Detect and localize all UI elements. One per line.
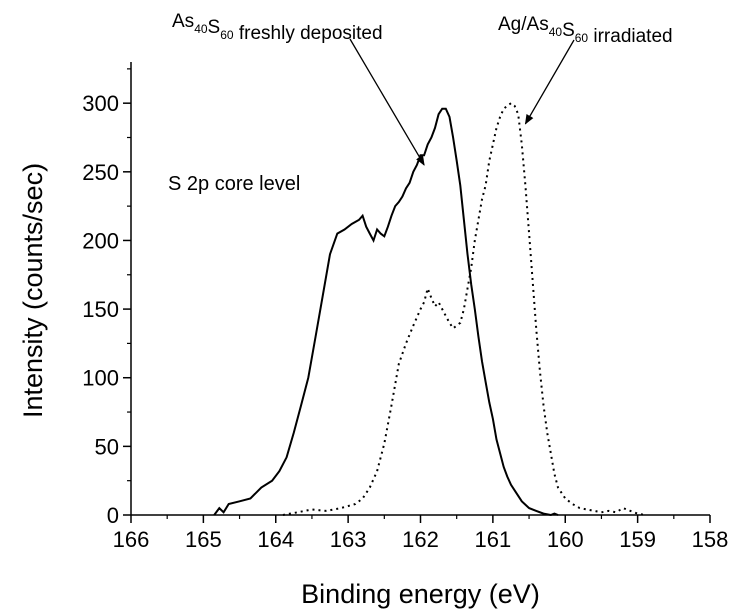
y-axis-title: Intensity (counts/sec) — [18, 163, 48, 418]
x-axis-ticks: 166 165 164 163 162 161 160 159 158 — [113, 515, 729, 552]
core-level-label: S 2p core level — [168, 173, 300, 195]
annotation-label: As40S60 freshly deposited — [172, 11, 383, 44]
y-tick-label: 250 — [82, 160, 119, 185]
x-tick-label: 164 — [257, 527, 294, 552]
y-tick-label: 100 — [82, 366, 119, 391]
x-tick-label: 165 — [185, 527, 222, 552]
annotations: As40S60 freshly deposited Ag/As40S60 irra… — [172, 11, 673, 166]
x-tick-label: 163 — [330, 527, 367, 552]
x-tick-label: 160 — [547, 527, 584, 552]
x-tick-label: 161 — [475, 527, 512, 552]
series-irradiated-line — [282, 101, 646, 516]
x-tick-label: 162 — [402, 527, 439, 552]
annotation-arrow — [349, 38, 425, 166]
y-tick-label: 50 — [95, 434, 119, 459]
x-axis-title: Binding energy (eV) — [301, 579, 540, 609]
y-axis-ticks: 0 50 100 150 200 250 300 — [82, 68, 131, 528]
plot-area — [213, 101, 646, 517]
x-tick-label: 166 — [113, 527, 150, 552]
x-tick-label: 158 — [692, 527, 729, 552]
series-freshly-deposited-line — [213, 107, 559, 517]
y-tick-label: 300 — [82, 91, 119, 116]
x-tick-label: 159 — [619, 527, 656, 552]
y-tick-label: 200 — [82, 228, 119, 253]
y-tick-label: 150 — [82, 297, 119, 322]
y-tick-label: 0 — [107, 503, 119, 528]
annotation-label: Ag/As40S60 irradiated — [498, 14, 673, 47]
annotation-arrow — [524, 39, 575, 125]
